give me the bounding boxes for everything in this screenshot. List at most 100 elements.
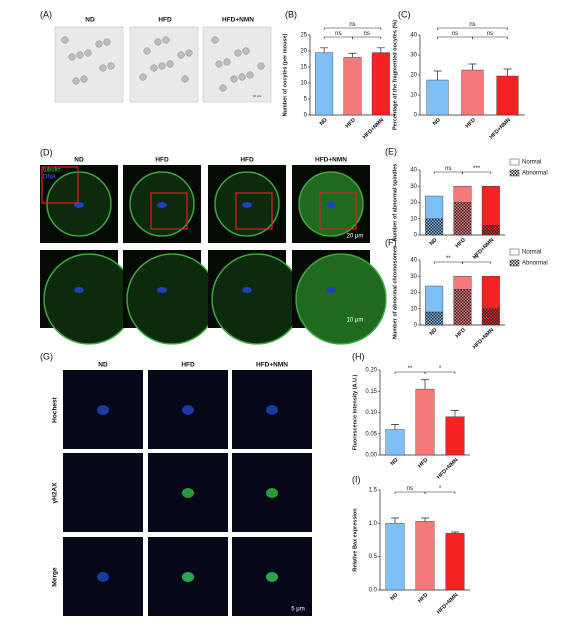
x-tick-label: HFD+NMN (436, 592, 459, 615)
column-label: HFD (158, 17, 172, 24)
bar (445, 416, 465, 456)
significance-bracket (462, 261, 492, 264)
image (63, 453, 143, 532)
oocyte (162, 36, 170, 44)
x-tick-label: HFD+NMN (362, 117, 385, 140)
x-tick-label: ND (390, 592, 400, 602)
legend-swatch (509, 158, 520, 166)
y-tick-label: 0 (414, 113, 418, 119)
bar (315, 52, 334, 116)
scale-label: 5 μm (291, 607, 304, 613)
bar (385, 429, 405, 456)
column-label: HFD (181, 362, 195, 369)
dna (157, 287, 167, 293)
x-tick-label: HFD (417, 457, 429, 469)
x-tick-label: HFD+NMN (436, 457, 459, 480)
error-bar (348, 52, 357, 58)
zoom-box (319, 192, 357, 230)
significance-label: * (439, 486, 442, 492)
oocyte (103, 38, 111, 46)
x-tick-label: ND (390, 457, 400, 467)
bar-segment (481, 186, 500, 226)
y-tick-label: 0 (414, 323, 418, 329)
column-label: HFD+NMN (256, 362, 288, 369)
oocyte (246, 71, 254, 79)
significance-bracket (394, 371, 426, 374)
oocyte (223, 58, 231, 66)
x-tick-label: HFD (455, 237, 467, 249)
x-tick-label: ND (432, 117, 442, 127)
y-tick-label: 0.10 (365, 410, 377, 416)
x-tick-label: HFD+NMN (489, 117, 512, 140)
significance-bracket (323, 27, 382, 30)
significance-bracket (424, 371, 456, 374)
bar-segment (425, 285, 444, 313)
legend-label: Normal (522, 250, 541, 256)
y-tick-label: 10 (410, 93, 417, 99)
y-tick-label: 20 (410, 290, 417, 296)
oocyte (44, 254, 134, 344)
bar (415, 388, 435, 456)
oocyte (296, 254, 386, 344)
dna (157, 202, 167, 208)
y-tick-label: 30 (410, 184, 417, 190)
error-bar (391, 424, 399, 430)
bar-segment (453, 276, 472, 290)
y-axis-label: Number of abnormal spindles (392, 164, 398, 242)
oocyte (80, 75, 88, 83)
significance-bracket (433, 171, 463, 174)
significance-label: ** (408, 366, 413, 372)
significance-label: * (439, 366, 442, 372)
y-tick-label: 0 (304, 113, 308, 119)
oocyte (181, 75, 189, 83)
panel-label: (C) (398, 9, 411, 19)
y-tick-label: 25 (300, 33, 307, 39)
oocyte (185, 49, 193, 57)
bar-segment (425, 311, 444, 326)
significance-label: ns (349, 22, 355, 28)
y-axis-label: Relative Bax expression (352, 508, 358, 572)
oocyte (238, 73, 246, 81)
legend-label: Normal (522, 160, 541, 166)
significance-label: ** (446, 256, 451, 262)
y-tick-label: 10 (410, 306, 417, 312)
y-tick-label: 0.5 (369, 554, 378, 560)
x-tick-label: HFD (417, 592, 429, 604)
column-label: HFD+NMN (315, 157, 347, 164)
legend-swatch (509, 169, 520, 177)
bar-segment (453, 289, 472, 326)
stain-label: DNA (43, 175, 56, 181)
panel-label: (F) (385, 237, 397, 247)
y-axis-label: Number of abnormal chromosomes (392, 246, 398, 339)
legend-label: Abnormal (522, 261, 548, 267)
y-tick-label: 5 (304, 97, 308, 103)
panel-label: (B) (285, 9, 297, 19)
oocyte (61, 36, 69, 44)
foci (266, 572, 278, 582)
bar (496, 75, 519, 116)
panel-label: (H) (352, 351, 365, 361)
zoom-box (235, 192, 273, 230)
foci (266, 488, 278, 498)
bar-segment (453, 202, 472, 236)
row-label: γH2AX (52, 482, 59, 504)
dna (326, 287, 336, 293)
panel-label: (G) (40, 351, 53, 361)
dna (242, 287, 252, 293)
bar-segment (481, 308, 500, 326)
panel-label: (I) (352, 474, 361, 484)
bar (343, 57, 362, 116)
y-tick-label: 10 (300, 81, 307, 87)
x-tick-label: HFD (345, 117, 357, 129)
significance-label: ns (469, 22, 475, 28)
zoom-box (150, 192, 188, 230)
oocyte (139, 73, 147, 81)
error-bar (391, 517, 399, 524)
panel-label: (D) (40, 147, 53, 157)
oocyte (257, 62, 265, 70)
bar (371, 52, 390, 116)
oocyte (242, 47, 250, 55)
oocyte (154, 38, 162, 46)
column-label: HFD+NMN (222, 17, 254, 24)
